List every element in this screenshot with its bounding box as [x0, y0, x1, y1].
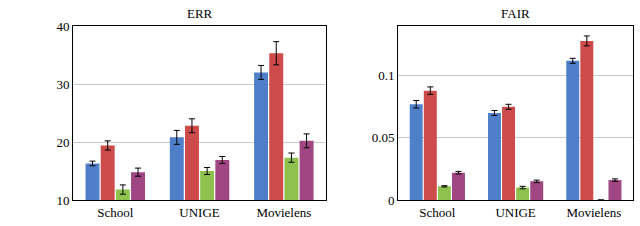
svg-text:UNIGE: UNIGE: [179, 205, 219, 220]
svg-text:30: 30: [57, 77, 70, 92]
svg-text:0.05: 0.05: [372, 130, 395, 145]
svg-text:UNIGE: UNIGE: [495, 205, 535, 220]
svg-text:10: 10: [57, 193, 70, 208]
svg-text:ERR: ERR: [187, 6, 213, 21]
svg-text:Movielens: Movielens: [566, 205, 621, 220]
svg-text:School: School: [97, 205, 133, 220]
svg-text:0.1: 0.1: [378, 68, 394, 83]
svg-text:School: School: [419, 205, 456, 220]
svg-text:20: 20: [57, 135, 70, 150]
svg-text:40: 40: [57, 19, 70, 34]
svg-text:Movielens: Movielens: [256, 205, 311, 220]
svg-text:0: 0: [388, 193, 395, 208]
svg-text:FAIR: FAIR: [501, 6, 530, 21]
